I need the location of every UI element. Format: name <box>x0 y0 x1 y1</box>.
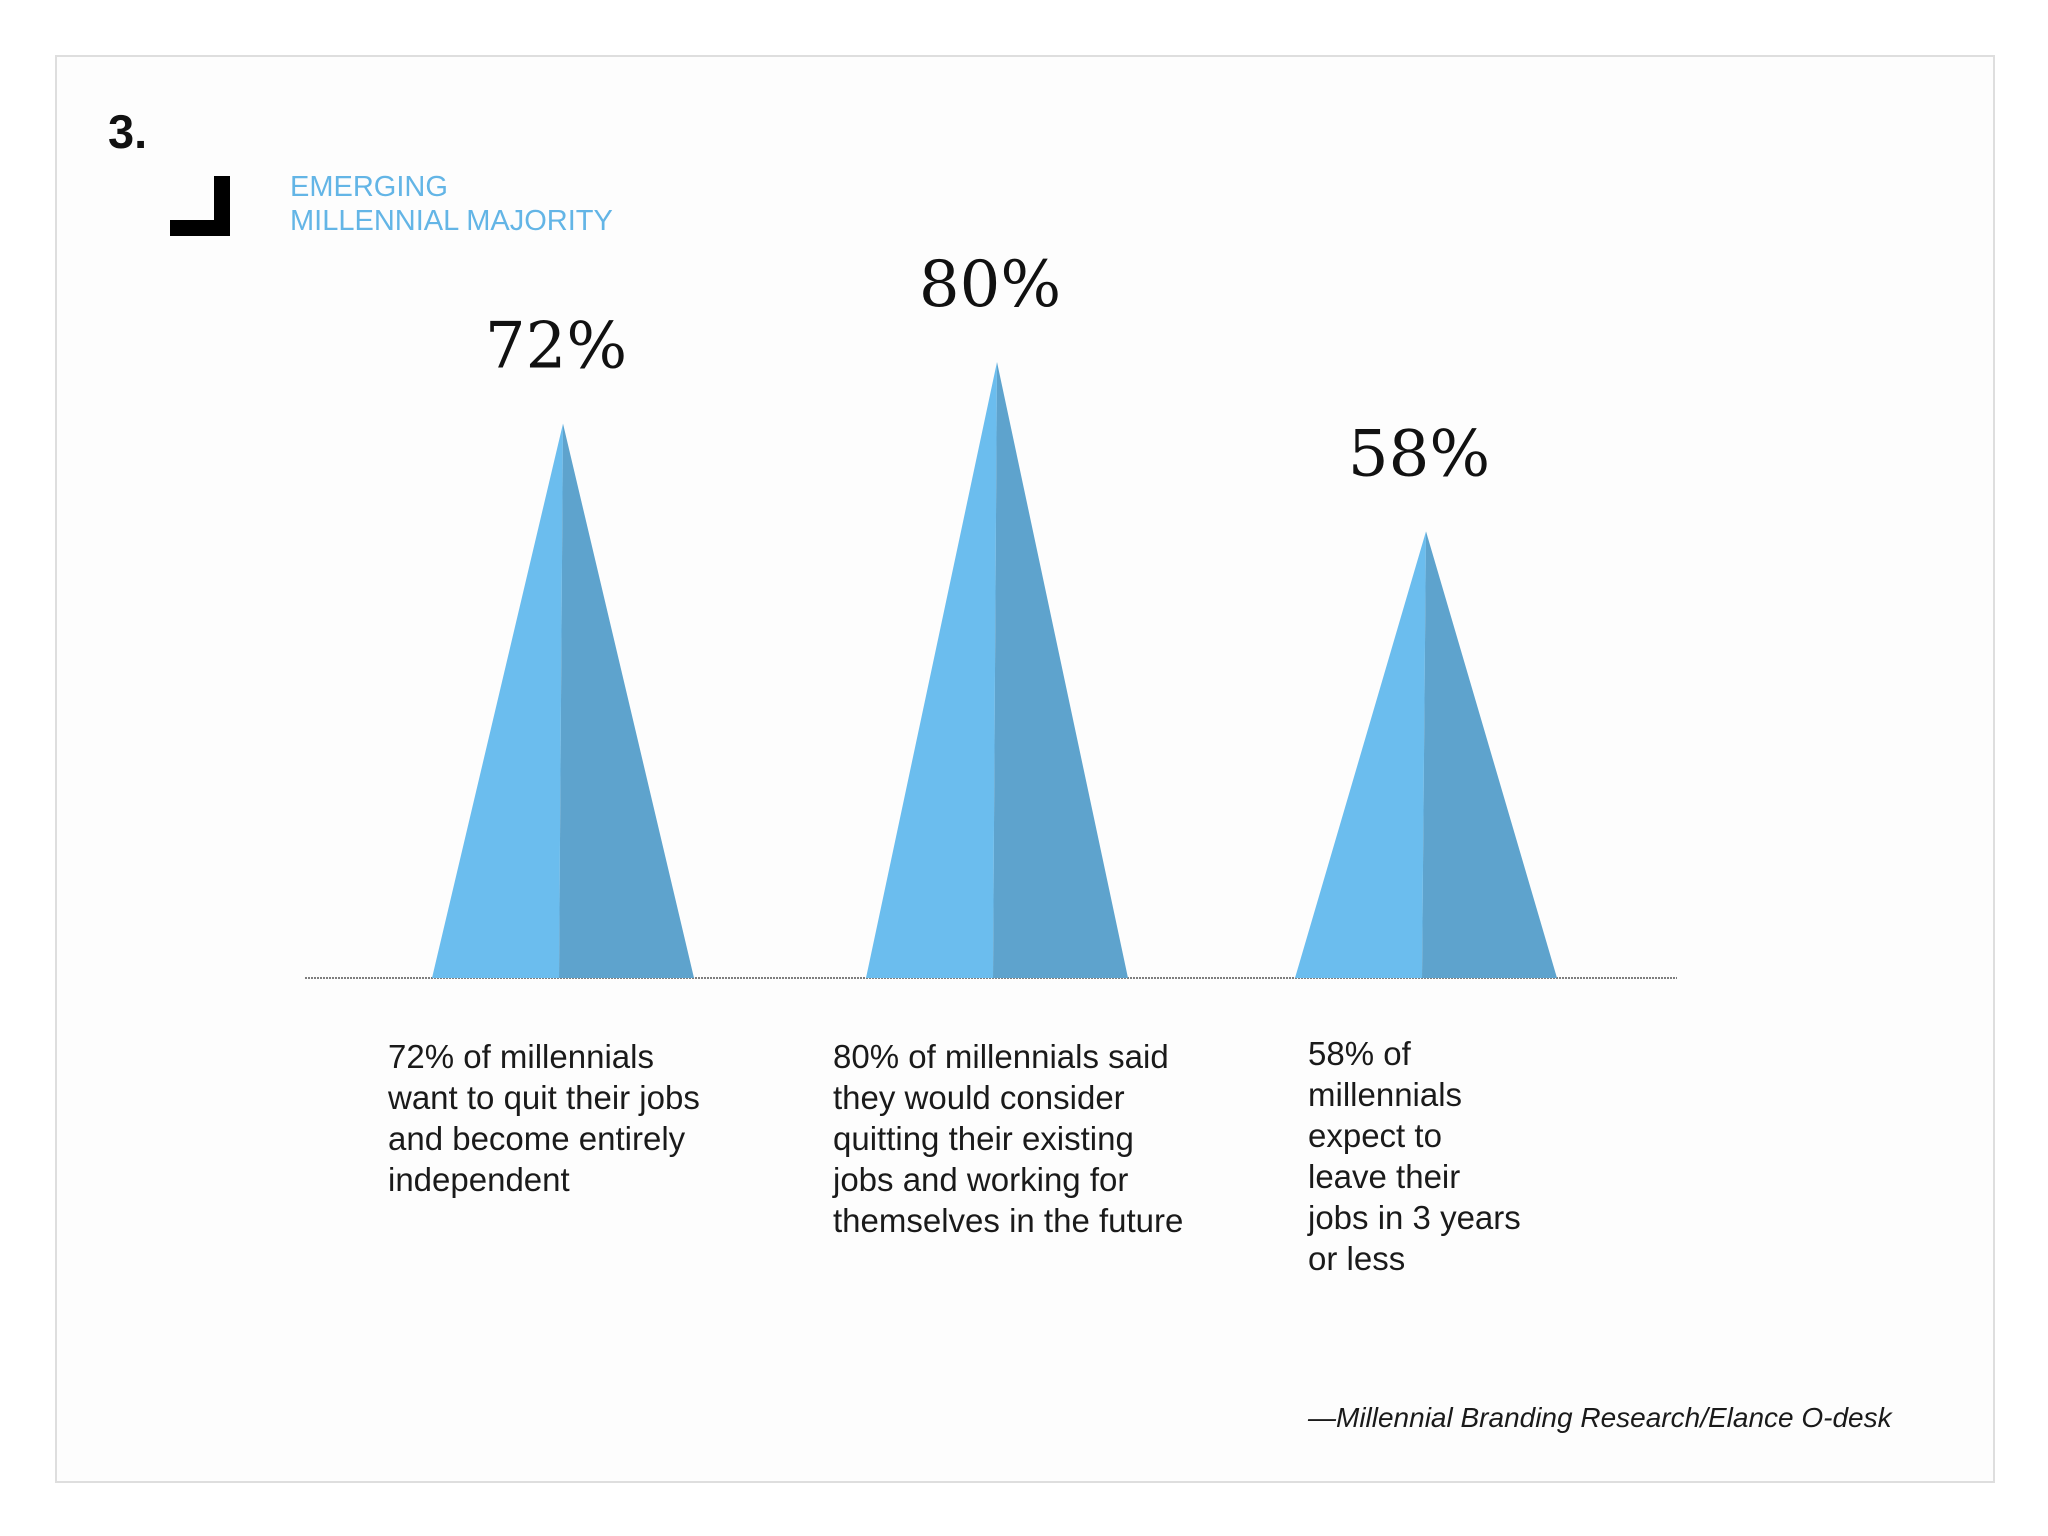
triangle-bar-light-face <box>866 362 997 978</box>
source-citation: —Millennial Branding Research/Elance O-d… <box>1308 1402 1892 1433</box>
triangle-bar-shaded-face <box>993 362 1128 978</box>
caption-line: or less <box>1308 1240 1406 1277</box>
caption-1: 72% of millennials want to quit their jo… <box>388 1036 700 1200</box>
caption-3: 58% of millennials expect to leave their… <box>1308 1033 1521 1279</box>
section-title-line-1: EMERGING <box>290 171 448 203</box>
caption-line: leave their <box>1308 1158 1461 1195</box>
caption-2: 80% of millennials said they would consi… <box>833 1036 1183 1241</box>
caption-line: independent <box>388 1161 570 1198</box>
triangle-bar-light-face <box>1295 531 1426 978</box>
section-title: EMERGING MILLENNIAL MAJORITY <box>290 170 613 238</box>
slide-number: 3. <box>108 105 148 158</box>
caption-line: millennials <box>1308 1076 1463 1113</box>
value-label-1: 72% <box>485 310 627 384</box>
triangle-bar-2 <box>866 362 1128 978</box>
caption-line: and become entirely <box>388 1120 686 1157</box>
caption-line: 80% of millennials said <box>833 1038 1169 1075</box>
section-title-line-2: MILLENNIAL MAJORITY <box>290 205 613 237</box>
corner-bracket-icon <box>170 176 230 236</box>
triangle-bar-shaded-face <box>559 423 694 979</box>
value-label-3: 58% <box>1348 417 1490 491</box>
caption-line: jobs and working for <box>833 1161 1129 1198</box>
caption-line: 58% of <box>1308 1035 1411 1072</box>
caption-line: want to quit their jobs <box>388 1079 700 1116</box>
caption-line: they would consider <box>833 1079 1125 1116</box>
caption-line: jobs in 3 years <box>1308 1199 1521 1236</box>
caption-line: expect to <box>1308 1117 1442 1154</box>
triangle-bar-shaded-face <box>1422 531 1557 978</box>
triangle-bar-1 <box>432 423 694 979</box>
triangle-bar-light-face <box>432 423 563 979</box>
value-label-2: 80% <box>919 248 1061 322</box>
caption-line: themselves in the future <box>833 1202 1184 1239</box>
triangle-bar-3 <box>1295 531 1557 978</box>
caption-line: 72% of millennials <box>388 1038 654 1075</box>
caption-line: quitting their existing <box>833 1120 1134 1157</box>
